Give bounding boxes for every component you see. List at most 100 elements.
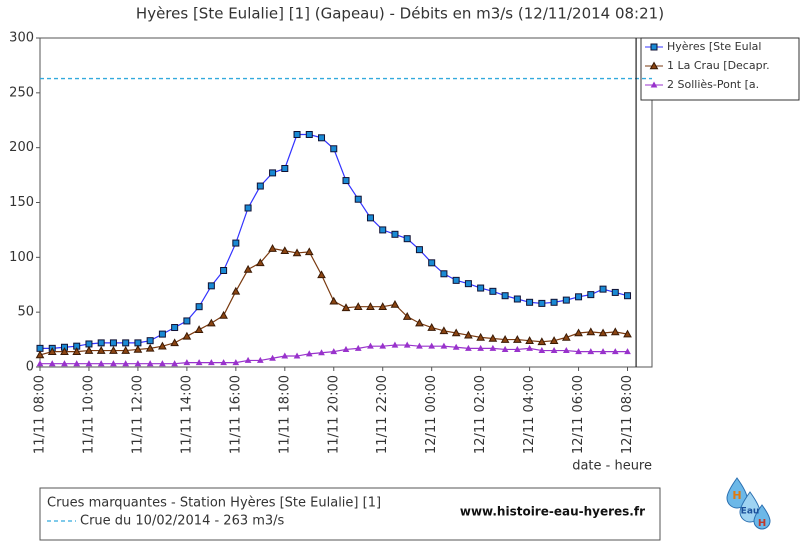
- point: [574, 328, 583, 337]
- point: [255, 258, 265, 267]
- point: [464, 280, 472, 288]
- point: [269, 354, 276, 361]
- x-tick-label: 11/11 22:00: [375, 375, 390, 454]
- point: [379, 226, 387, 234]
- point: [624, 292, 632, 300]
- point: [525, 336, 534, 344]
- point: [390, 299, 400, 308]
- point: [624, 348, 631, 355]
- point: [526, 298, 534, 306]
- point: [122, 339, 130, 347]
- point: [341, 303, 351, 312]
- point: [342, 345, 350, 352]
- footer-entry: Crue du 10/02/2014 - 263 m3/s: [80, 514, 285, 529]
- point: [207, 282, 215, 290]
- y-tick-label: 200: [9, 140, 34, 155]
- point: [195, 303, 203, 311]
- point: [366, 214, 374, 222]
- point: [402, 312, 412, 320]
- point: [415, 246, 423, 254]
- point: [122, 360, 130, 367]
- point: [513, 295, 521, 303]
- point: [159, 360, 166, 367]
- point: [243, 264, 253, 273]
- point: [133, 344, 143, 353]
- point: [489, 344, 497, 351]
- logo-text: H: [732, 489, 741, 502]
- x-tick-label: 11/11 14:00: [179, 375, 194, 454]
- point: [378, 302, 388, 310]
- y-tick-label: 0: [26, 360, 34, 375]
- point: [353, 302, 363, 310]
- y-tick-label: 300: [9, 31, 34, 46]
- point: [379, 342, 387, 349]
- point: [170, 338, 179, 347]
- point: [562, 347, 570, 354]
- point: [476, 332, 485, 341]
- legend-items: Hyères [Ste Eulal 1 La Crau [Decapr. 2 Sol…: [645, 40, 770, 91]
- point: [232, 239, 240, 247]
- point: [256, 182, 264, 190]
- point: [367, 342, 374, 349]
- point: [488, 333, 498, 342]
- point: [182, 331, 192, 340]
- logo: H Eau H: [726, 477, 771, 530]
- logo-drop: [753, 504, 771, 530]
- point: [146, 360, 154, 367]
- point: [183, 359, 191, 366]
- point: [403, 235, 411, 243]
- point: [452, 276, 460, 284]
- point: [97, 339, 105, 347]
- point: [194, 325, 204, 334]
- point: [305, 131, 313, 139]
- legend-label: 2 Solliès-Pont [a.: [667, 78, 759, 91]
- point: [72, 347, 82, 355]
- point: [244, 356, 252, 363]
- point: [477, 284, 485, 292]
- footer-box: [39, 487, 661, 541]
- y-tick-label: 100: [9, 250, 34, 265]
- point: [330, 348, 338, 355]
- point: [440, 270, 448, 278]
- x-tick-label: 12/11 02:00: [473, 375, 488, 454]
- point: [610, 327, 620, 336]
- x-tick-label: 12/11 08:00: [620, 375, 635, 454]
- point: [342, 177, 350, 185]
- point: [35, 350, 45, 359]
- point: [428, 259, 436, 267]
- point: [268, 244, 277, 252]
- x-tick-label: 12/11 04:00: [522, 375, 537, 454]
- legend: [640, 37, 800, 101]
- point: [587, 348, 595, 355]
- x-tick-label: 11/11 12:00: [130, 375, 145, 454]
- point: [329, 296, 339, 305]
- point: [60, 347, 69, 355]
- point: [317, 270, 326, 279]
- point: [611, 348, 619, 355]
- point: [195, 359, 203, 366]
- logo-drop: [739, 491, 761, 523]
- point: [575, 293, 583, 301]
- x-tick-label: 12/11 06:00: [571, 375, 586, 454]
- point: [586, 327, 596, 336]
- point: [549, 336, 559, 344]
- point: [354, 195, 362, 203]
- chart-title: Hyères [Ste Eulalie] [1] (Gapeau) - Débi…: [136, 5, 664, 23]
- point: [36, 360, 44, 367]
- point: [219, 310, 228, 319]
- point: [121, 346, 131, 354]
- point: [354, 344, 362, 351]
- point: [538, 347, 546, 354]
- point: [464, 330, 473, 339]
- point: [623, 329, 632, 338]
- point: [61, 360, 68, 367]
- point: [47, 347, 57, 355]
- x-tick-label: 11/11 20:00: [326, 375, 341, 454]
- x-tick-label: 11/11 16:00: [228, 375, 243, 454]
- point: [611, 288, 619, 296]
- x-axis-label: date - heure: [572, 459, 652, 474]
- point: [293, 131, 301, 139]
- point: [318, 134, 326, 142]
- point: [244, 204, 252, 212]
